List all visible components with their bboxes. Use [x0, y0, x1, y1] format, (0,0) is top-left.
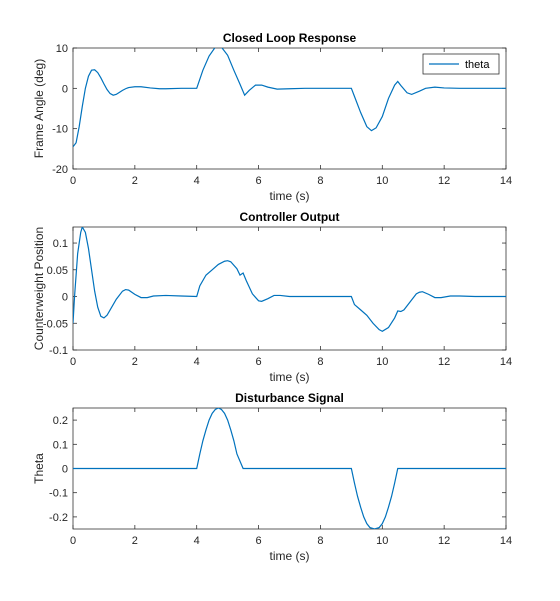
x-tick-label: 2: [132, 175, 138, 187]
chart-title: Closed Loop Response: [223, 31, 357, 45]
x-axis-label: time (s): [270, 189, 310, 203]
x-tick-label: 2: [132, 535, 138, 547]
series-line: [73, 227, 506, 332]
y-axis-label: Counterweight Position: [32, 227, 46, 350]
y-tick-label: -0.05: [43, 318, 68, 330]
x-tick-label: 6: [256, 535, 262, 547]
x-tick-label: 8: [317, 356, 323, 368]
x-tick-label: 12: [438, 175, 450, 187]
x-tick-label: 2: [132, 356, 138, 368]
x-tick-label: 0: [70, 535, 76, 547]
chart-2: 0 2 4 6 8 10 12 14 -0.1 -0.05 0 0.05 0.1 Controller O…: [32, 210, 512, 384]
x-tick-label: 0: [70, 175, 76, 187]
x-tick-label: 12: [438, 535, 450, 547]
chart-title: Disturbance Signal: [235, 391, 344, 405]
y-tick-label: 10: [56, 43, 68, 55]
x-axis-label: time (s): [270, 370, 310, 384]
x-tick-label: 10: [376, 356, 388, 368]
x-tick-label: 10: [376, 535, 388, 547]
series-line: [73, 48, 506, 148]
plot-area: [72, 226, 507, 351]
legend: theta: [422, 53, 500, 75]
x-tick-label: 6: [256, 175, 262, 187]
y-tick-label: 0.1: [53, 439, 68, 451]
x-axis-label: time (s): [270, 549, 310, 563]
y-tick-label: 0: [62, 83, 68, 95]
y-tick-label: 0.05: [47, 265, 68, 277]
x-tick-label: 4: [194, 535, 200, 547]
y-axis-label: Frame Angle (deg): [32, 59, 46, 158]
x-tick-label: 4: [194, 175, 200, 187]
x-tick-label: 10: [376, 175, 388, 187]
y-axis-label: Theta: [32, 453, 46, 484]
y-tick-label: 0.1: [53, 238, 68, 250]
x-tick-label: 12: [438, 356, 450, 368]
x-tick-label: 14: [500, 175, 512, 187]
y-tick-label: -0.1: [49, 345, 68, 357]
y-tick-label: 0: [62, 464, 68, 476]
x-tick-label: 4: [194, 356, 200, 368]
x-tick-label: 6: [256, 356, 262, 368]
x-tick-label: 0: [70, 356, 76, 368]
x-tick-label: 8: [317, 175, 323, 187]
x-tick-label: 14: [500, 356, 512, 368]
series-line: [73, 408, 506, 529]
y-tick-label: 0.2: [53, 415, 68, 427]
y-tick-label: -0.1: [49, 488, 68, 500]
y-tick-label: -20: [52, 164, 68, 176]
chart-title: Controller Output: [240, 210, 340, 224]
x-tick-label: 14: [500, 535, 512, 547]
y-tick-label: -10: [52, 124, 68, 136]
x-tick-label: 8: [317, 535, 323, 547]
y-tick-label: -0.2: [49, 512, 68, 524]
legend-box: [422, 53, 500, 75]
legend-label: theta: [465, 59, 490, 71]
chart-3: 0 2 4 6 8 10 12 14 -0.2 -0.1 0 0.1 0.2 Disturbance Si…: [32, 391, 512, 563]
y-tick-label: 0: [62, 292, 68, 304]
chart-1: 0 2 4 6 8 10 12 14 -20 -10 0 10 Closed Loop Response…: [32, 31, 512, 203]
